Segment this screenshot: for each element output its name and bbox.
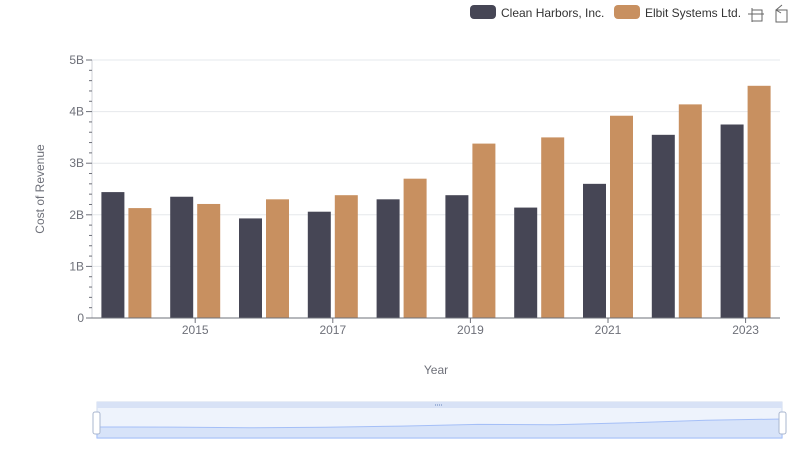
data-zoom-drag-grip[interactable] bbox=[435, 404, 442, 406]
legend-item-clean-harbors[interactable]: Clean Harbors, Inc. bbox=[470, 5, 604, 20]
bar-elbit-2022[interactable] bbox=[678, 104, 702, 318]
zoom-icon[interactable] bbox=[748, 8, 764, 22]
restore-icon[interactable] bbox=[775, 4, 788, 23]
bar-clean-harbors-2020[interactable] bbox=[514, 207, 538, 318]
x-tick-label: 2021 bbox=[595, 323, 622, 337]
legend-item-elbit[interactable]: Elbit Systems Ltd. bbox=[614, 5, 741, 20]
bar-elbit-2017[interactable] bbox=[334, 195, 358, 318]
bar-elbit-2021[interactable] bbox=[610, 115, 633, 318]
legend-swatch-clean-harbors bbox=[470, 5, 496, 19]
bar-clean-harbors-2018[interactable] bbox=[376, 199, 400, 318]
bar-elbit-2020[interactable] bbox=[541, 137, 565, 318]
bar-elbit-2015[interactable] bbox=[197, 203, 221, 318]
x-tick-label: 2019 bbox=[457, 323, 484, 337]
x-axis-title: Year bbox=[424, 363, 448, 377]
bar-clean-harbors-2022[interactable] bbox=[651, 134, 675, 318]
legend-swatch-elbit bbox=[614, 5, 640, 19]
bar-clean-harbors-2016[interactable] bbox=[239, 218, 262, 318]
data-zoom-handle-left[interactable] bbox=[92, 411, 101, 435]
bar-clean-harbors-2015[interactable] bbox=[170, 196, 194, 318]
y-axis-title: Cost of Revenue bbox=[33, 144, 47, 234]
y-tick-label: 4B bbox=[69, 105, 84, 119]
x-tick-label: 2017 bbox=[319, 323, 346, 337]
x-tick-label: 2015 bbox=[182, 323, 209, 337]
y-tick-label: 0 bbox=[77, 311, 84, 325]
bar-clean-harbors-2021[interactable] bbox=[583, 183, 606, 318]
bar-elbit-2014[interactable] bbox=[128, 208, 152, 318]
y-tick-label: 1B bbox=[69, 259, 84, 273]
bar-elbit-2016[interactable] bbox=[266, 199, 289, 318]
bar-elbit-2023[interactable] bbox=[747, 85, 771, 318]
y-axis: 0 1B 2B 3B 4B 5B bbox=[69, 53, 93, 325]
y-tick-label: 5B bbox=[69, 53, 84, 67]
bar-clean-harbors-2023[interactable] bbox=[720, 124, 744, 319]
bar-clean-harbors-2019[interactable] bbox=[445, 195, 469, 318]
bars bbox=[101, 85, 771, 319]
x-axis: 2015 2017 2019 2021 2023 bbox=[92, 317, 780, 337]
bar-elbit-2018[interactable] bbox=[403, 178, 427, 318]
y-tick-label: 3B bbox=[69, 156, 84, 170]
grid-lines bbox=[92, 59, 780, 267]
bar-elbit-2019[interactable] bbox=[472, 143, 496, 318]
bar-clean-harbors-2017[interactable] bbox=[307, 211, 331, 318]
y-tick-label: 2B bbox=[69, 208, 84, 222]
data-zoom-handle-right[interactable] bbox=[778, 411, 787, 435]
legend: Clean Harbors, Inc. Elbit Systems Ltd. bbox=[470, 5, 741, 20]
x-tick-label: 2023 bbox=[732, 323, 759, 337]
bar-clean-harbors-2014[interactable] bbox=[101, 192, 125, 318]
data-zoom-slider[interactable] bbox=[92, 401, 787, 439]
legend-label-elbit: Elbit Systems Ltd. bbox=[645, 6, 741, 20]
legend-label-clean-harbors: Clean Harbors, Inc. bbox=[501, 6, 604, 20]
data-zoom-preview-area bbox=[96, 418, 783, 439]
